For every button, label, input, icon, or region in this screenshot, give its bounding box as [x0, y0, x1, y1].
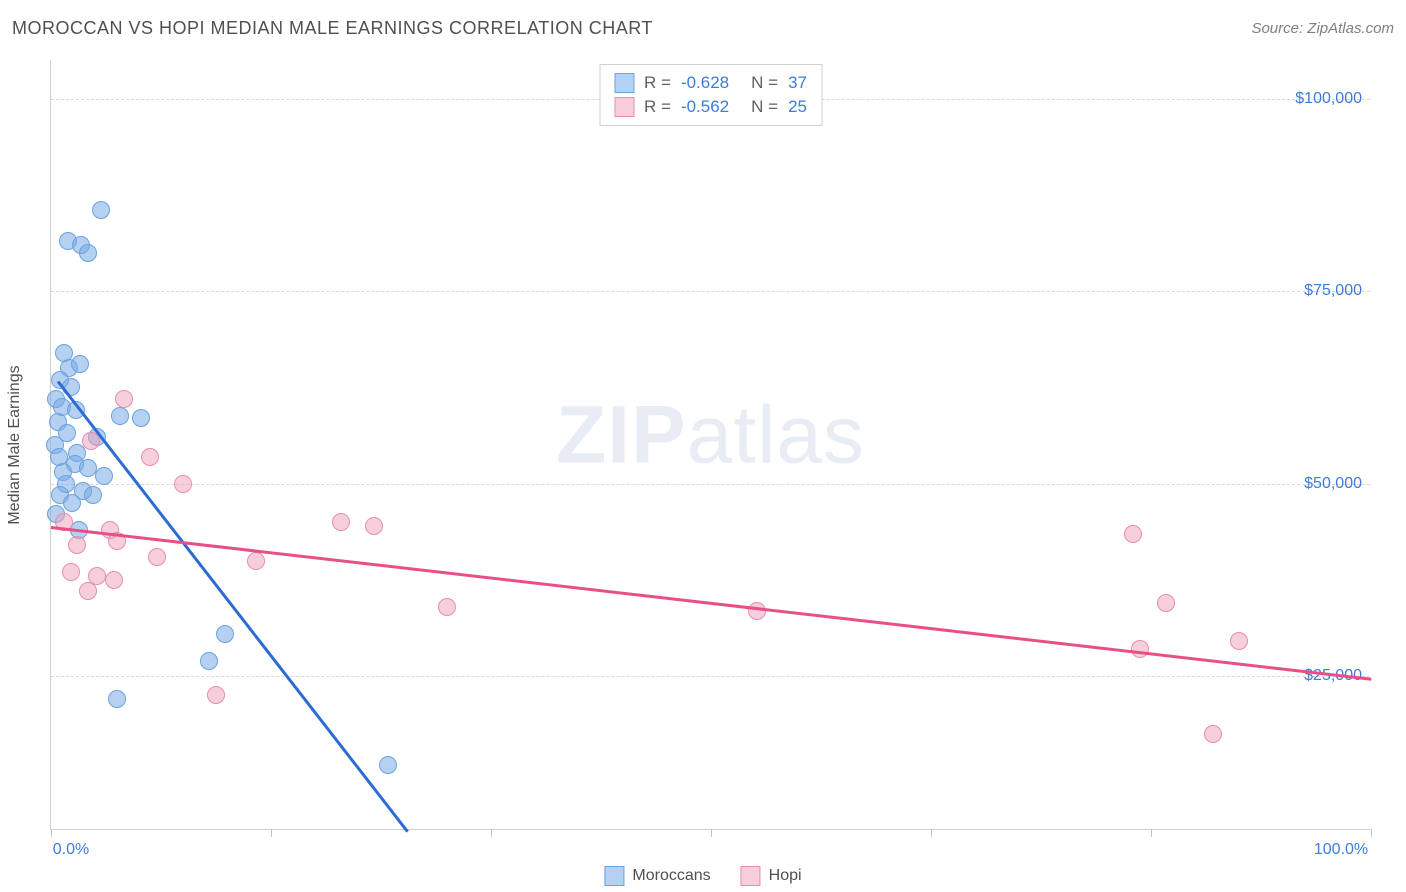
data-point: [148, 548, 166, 566]
legend-swatch: [741, 866, 761, 886]
gridline: [51, 484, 1370, 485]
correlation-legend: R = -0.628 N = 37 R = -0.562 N = 25: [599, 64, 822, 126]
series-name: Moroccans: [632, 867, 710, 885]
data-point: [79, 582, 97, 600]
data-point: [92, 201, 110, 219]
data-point: [71, 355, 89, 373]
legend-r-label: R =: [644, 73, 671, 93]
legend-r-label: R =: [644, 97, 671, 117]
legend-n-label: N =: [751, 97, 778, 117]
data-point: [63, 494, 81, 512]
data-point: [216, 625, 234, 643]
legend-swatch: [614, 73, 634, 93]
data-point: [68, 536, 86, 554]
x-tick: [711, 829, 712, 837]
data-point: [174, 475, 192, 493]
legend-swatch: [614, 97, 634, 117]
x-tick: [491, 829, 492, 837]
x-tick-label: 0.0%: [53, 841, 89, 859]
legend-n-label: N =: [751, 73, 778, 93]
data-point: [332, 513, 350, 531]
chart-title: MOROCCAN VS HOPI MEDIAN MALE EARNINGS CO…: [12, 18, 653, 39]
data-point: [1157, 594, 1175, 612]
x-tick: [1151, 829, 1152, 837]
chart-header: MOROCCAN VS HOPI MEDIAN MALE EARNINGS CO…: [12, 18, 1394, 39]
data-point: [1131, 640, 1149, 658]
x-tick: [1371, 829, 1372, 837]
data-point: [365, 517, 383, 535]
y-axis-label: Median Male Earnings: [6, 365, 24, 524]
series-name: Hopi: [769, 867, 802, 885]
data-point: [207, 686, 225, 704]
data-point: [79, 244, 97, 262]
data-point: [111, 407, 129, 425]
data-point: [1124, 525, 1142, 543]
data-point: [108, 690, 126, 708]
legend-swatch: [604, 866, 624, 886]
chart-container: Median Male Earnings ZIPatlas R =-0.628N…: [50, 60, 1390, 830]
legend-n-value: 37: [788, 73, 807, 93]
series-legend: Moroccans Hopi: [604, 866, 801, 886]
x-tick-label: 100.0%: [1314, 841, 1368, 859]
x-tick: [931, 829, 932, 837]
data-point: [379, 756, 397, 774]
data-point: [115, 390, 133, 408]
data-point: [1230, 632, 1248, 650]
data-point: [141, 448, 159, 466]
data-point: [200, 652, 218, 670]
legend-row: R = -0.562 N = 25: [614, 95, 807, 119]
watermark: ZIPatlas: [556, 388, 865, 482]
plot-area: ZIPatlas R =-0.628N =37R =-0.562N =25 $2…: [50, 60, 1370, 830]
gridline: [51, 676, 1370, 677]
data-point: [84, 486, 102, 504]
legend-r-value: -0.628: [681, 73, 729, 93]
legend-row: R = -0.628 N = 37: [614, 71, 807, 95]
y-tick-label: $50,000: [1304, 475, 1362, 493]
data-point: [132, 409, 150, 427]
x-tick: [271, 829, 272, 837]
data-point: [105, 571, 123, 589]
gridline: [51, 291, 1370, 292]
y-tick-label: $100,000: [1295, 90, 1362, 108]
data-point: [438, 598, 456, 616]
chart-source: Source: ZipAtlas.com: [1251, 20, 1394, 37]
data-point: [247, 552, 265, 570]
trendline: [56, 380, 408, 832]
data-point: [82, 432, 100, 450]
series-legend-item: Hopi: [741, 866, 802, 886]
data-point: [95, 467, 113, 485]
x-tick: [51, 829, 52, 837]
legend-n-value: 25: [788, 97, 807, 117]
series-legend-item: Moroccans: [604, 866, 710, 886]
y-tick-label: $75,000: [1304, 282, 1362, 300]
legend-r-value: -0.562: [681, 97, 729, 117]
data-point: [1204, 725, 1222, 743]
data-point: [62, 563, 80, 581]
